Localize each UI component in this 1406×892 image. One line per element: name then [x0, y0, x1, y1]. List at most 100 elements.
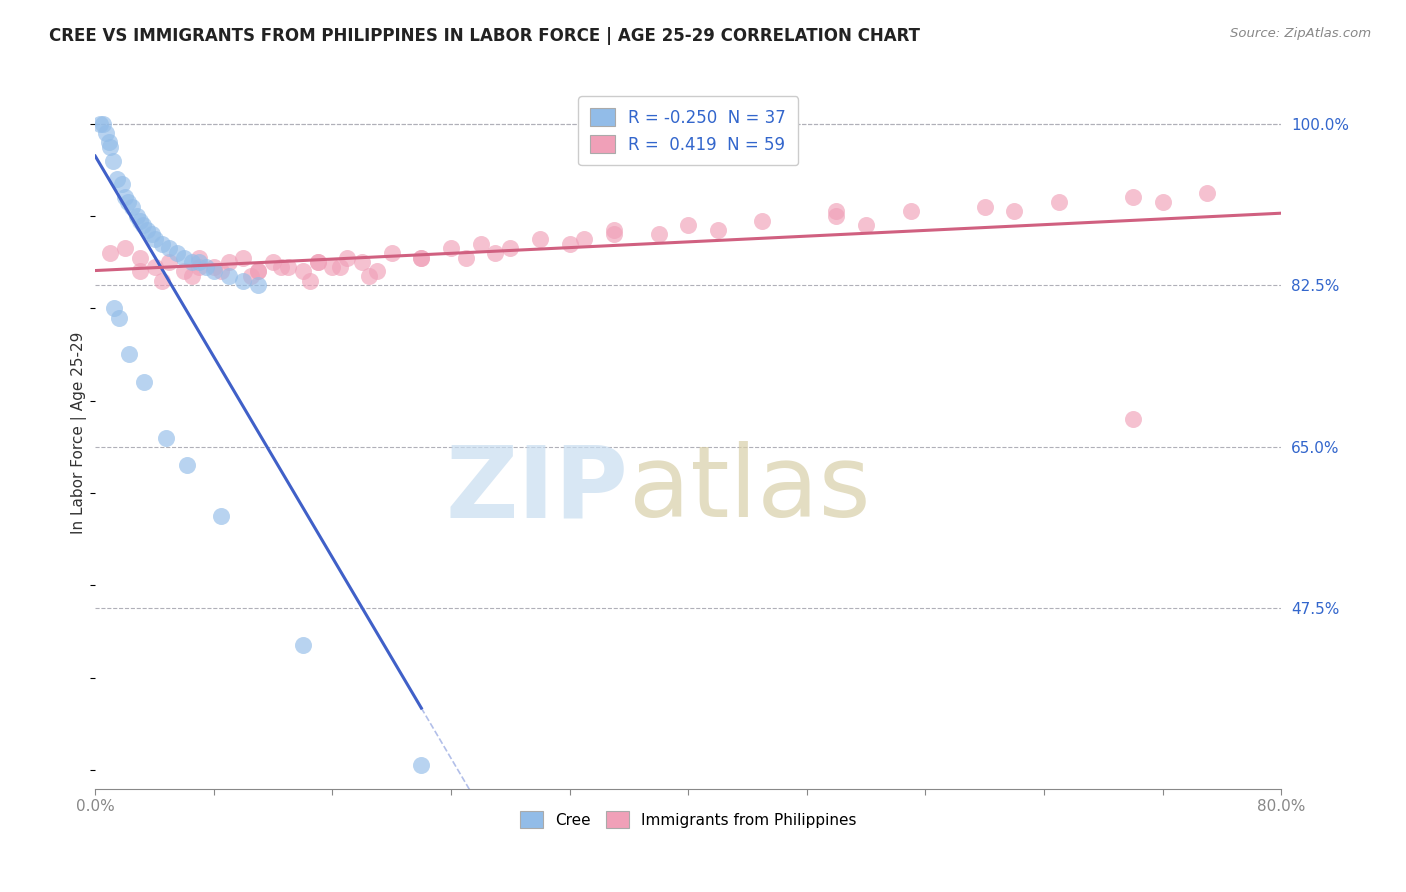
- Point: [825, 209, 848, 223]
- Point: [232, 274, 254, 288]
- Point: [128, 213, 150, 227]
- Point: [91, 117, 114, 131]
- Point: [188, 255, 211, 269]
- Point: [239, 268, 262, 283]
- Point: [855, 218, 877, 232]
- Point: [94, 126, 117, 140]
- Point: [262, 255, 284, 269]
- Point: [107, 172, 129, 186]
- Point: [101, 153, 124, 168]
- Point: [141, 227, 163, 242]
- Point: [128, 251, 150, 265]
- Point: [574, 232, 596, 246]
- Point: [647, 227, 669, 242]
- Point: [188, 260, 211, 274]
- Point: [499, 241, 522, 255]
- Point: [291, 639, 314, 653]
- Point: [470, 236, 492, 251]
- Point: [166, 246, 188, 260]
- Point: [558, 236, 581, 251]
- Point: [299, 274, 322, 288]
- Point: [1122, 412, 1144, 426]
- Point: [136, 223, 159, 237]
- Point: [97, 135, 120, 149]
- Point: [247, 278, 270, 293]
- Y-axis label: In Labor Force | Age 25-29: In Labor Force | Age 25-29: [72, 332, 87, 534]
- Point: [1195, 186, 1218, 200]
- Point: [202, 260, 225, 274]
- Point: [900, 204, 922, 219]
- Point: [157, 241, 180, 255]
- Point: [329, 260, 352, 274]
- Point: [143, 232, 166, 246]
- Point: [128, 264, 150, 278]
- Point: [173, 251, 195, 265]
- Point: [176, 458, 198, 473]
- Point: [150, 274, 173, 288]
- Point: [411, 758, 433, 772]
- Text: Source: ZipAtlas.com: Source: ZipAtlas.com: [1230, 27, 1371, 40]
- Point: [307, 255, 329, 269]
- Point: [247, 264, 270, 278]
- Point: [180, 255, 202, 269]
- Text: CREE VS IMMIGRANTS FROM PHILIPPINES IN LABOR FORCE | AGE 25-29 CORRELATION CHART: CREE VS IMMIGRANTS FROM PHILIPPINES IN L…: [49, 27, 920, 45]
- Point: [155, 431, 177, 445]
- Point: [111, 177, 134, 191]
- Point: [117, 195, 139, 210]
- Point: [1002, 204, 1025, 219]
- Point: [1122, 190, 1144, 204]
- Point: [143, 260, 166, 274]
- Point: [108, 310, 131, 325]
- Text: ZIP: ZIP: [446, 442, 628, 539]
- Point: [291, 264, 314, 278]
- Point: [125, 209, 148, 223]
- Point: [359, 268, 381, 283]
- Point: [150, 236, 173, 251]
- Point: [173, 264, 195, 278]
- Point: [440, 241, 463, 255]
- Point: [209, 509, 232, 524]
- Point: [676, 218, 699, 232]
- Point: [98, 246, 121, 260]
- Point: [232, 251, 254, 265]
- Point: [350, 255, 373, 269]
- Point: [180, 268, 202, 283]
- Point: [277, 260, 299, 274]
- Point: [411, 251, 433, 265]
- Point: [366, 264, 388, 278]
- Point: [209, 264, 232, 278]
- Point: [484, 246, 506, 260]
- Point: [307, 255, 329, 269]
- Point: [603, 223, 626, 237]
- Point: [118, 347, 141, 361]
- Point: [131, 218, 153, 232]
- Point: [336, 251, 359, 265]
- Point: [1152, 195, 1174, 210]
- Point: [707, 223, 730, 237]
- Point: [103, 301, 125, 316]
- Point: [529, 232, 551, 246]
- Point: [454, 251, 477, 265]
- Point: [603, 227, 626, 242]
- Point: [89, 117, 111, 131]
- Point: [411, 251, 433, 265]
- Point: [121, 200, 143, 214]
- Point: [218, 255, 240, 269]
- Point: [114, 241, 136, 255]
- Point: [188, 251, 211, 265]
- Point: [381, 246, 404, 260]
- Point: [114, 190, 136, 204]
- Point: [321, 260, 343, 274]
- Point: [218, 268, 240, 283]
- Point: [98, 139, 121, 153]
- Point: [157, 255, 180, 269]
- Text: atlas: atlas: [628, 442, 870, 539]
- Point: [270, 260, 292, 274]
- Point: [1047, 195, 1070, 210]
- Point: [751, 213, 773, 227]
- Point: [973, 200, 995, 214]
- Point: [825, 204, 848, 219]
- Point: [202, 264, 225, 278]
- Point: [195, 260, 218, 274]
- Point: [134, 375, 156, 389]
